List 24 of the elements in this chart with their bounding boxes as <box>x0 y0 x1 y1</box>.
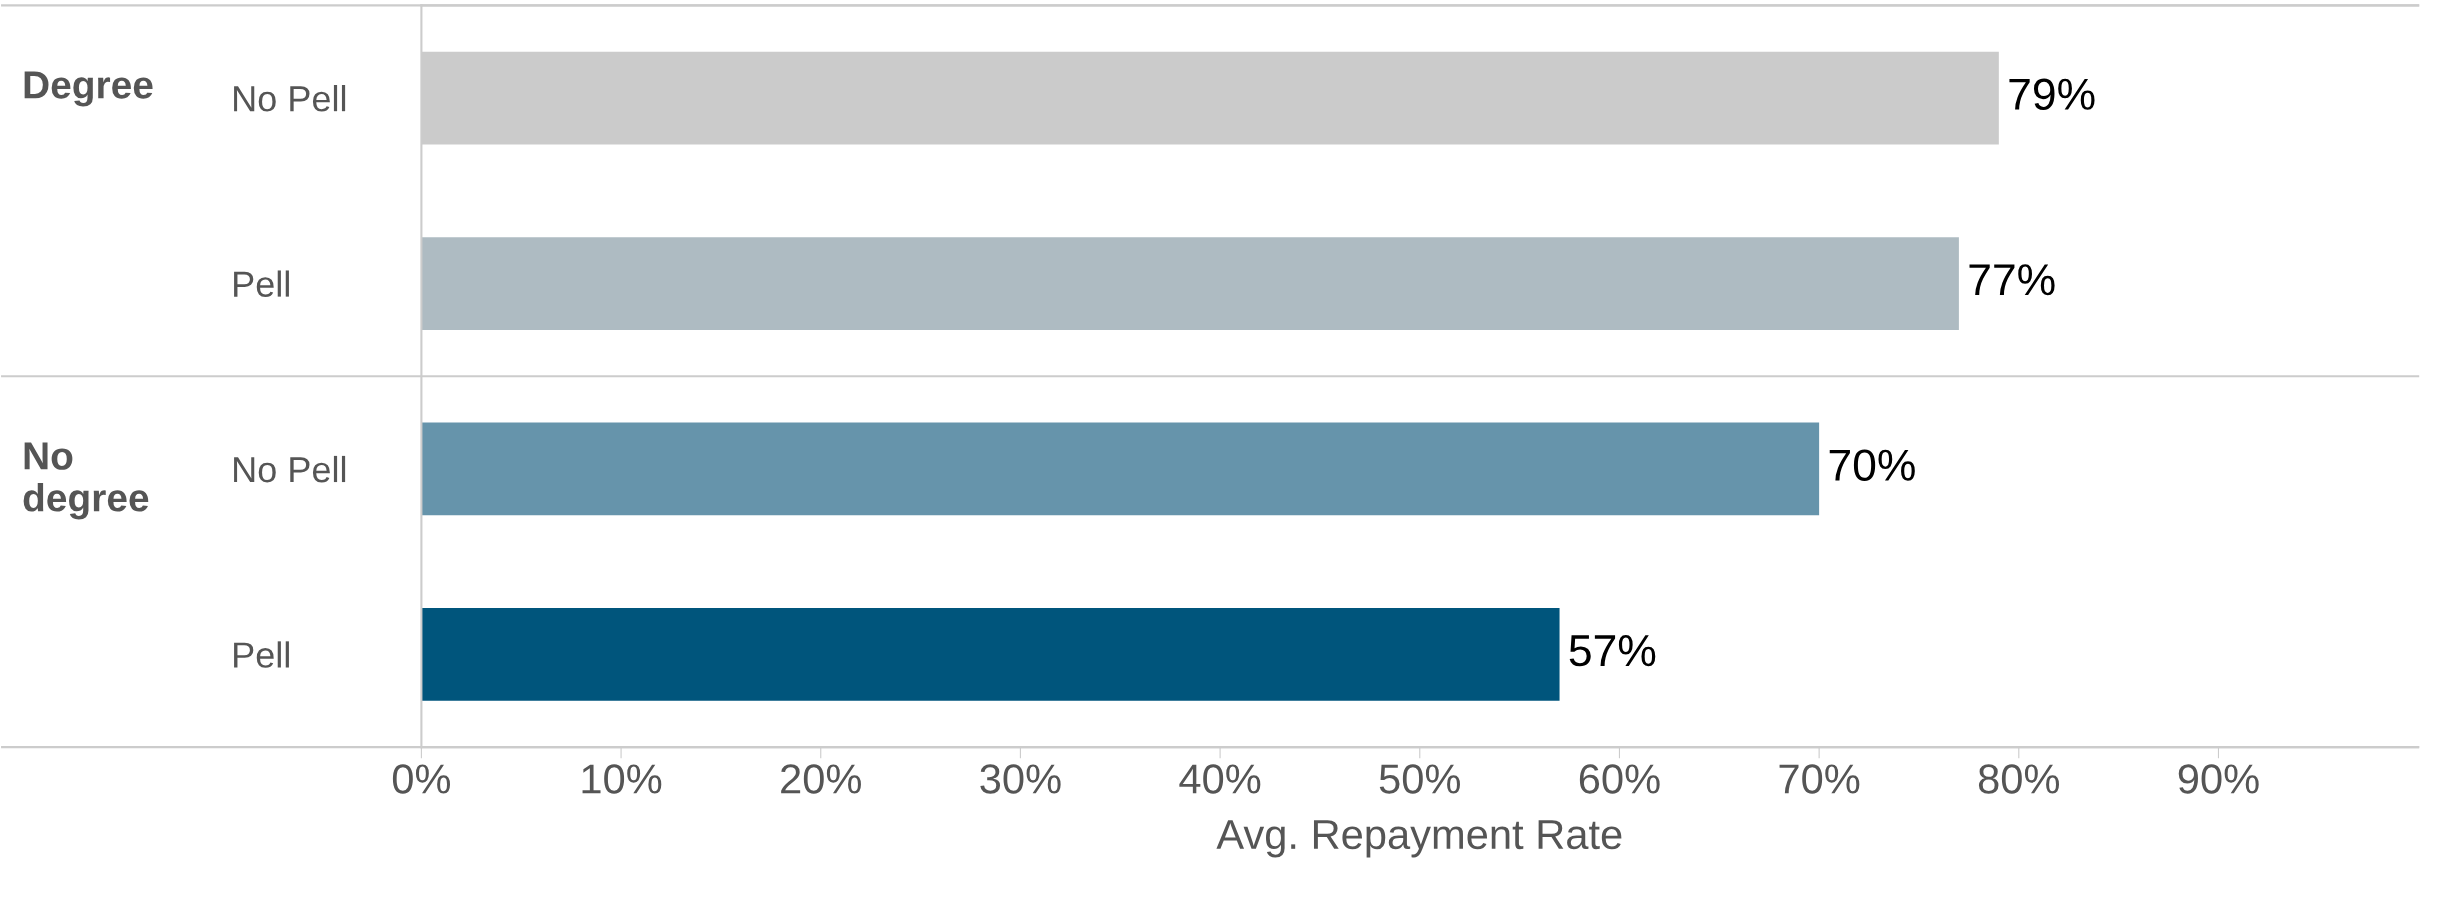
text: No degree <box>23 442 149 520</box>
x-tick-label: 70% <box>1779 764 1860 794</box>
y-tick-label: No Pell <box>234 455 346 483</box>
x-tick-label: 60% <box>1579 764 1660 794</box>
y-tick-label: Pell <box>234 270 289 297</box>
x-tick-label: 10% <box>582 764 662 794</box>
bar <box>421 608 1560 701</box>
x-tick-label: 20% <box>781 764 861 794</box>
x-axis-title: Avg. Repayment Rate <box>1216 820 1622 858</box>
data-label: 70% <box>1829 449 1915 481</box>
data-label: 79% <box>2009 78 2095 111</box>
x-tick-label: 40% <box>1179 764 1261 794</box>
y-tick-label: Pell <box>234 641 289 668</box>
y-tick-label: No Pell <box>234 85 346 112</box>
text: Degree <box>24 71 153 107</box>
x-tick-label: 50% <box>1379 764 1460 794</box>
data-label: 77% <box>1969 264 2055 296</box>
x-tick-label: 30% <box>980 764 1061 794</box>
x-tick-label: 80% <box>1978 764 2060 794</box>
data-label: 57% <box>1569 635 1656 667</box>
x-tick-label: 0% <box>392 764 451 794</box>
bar <box>421 422 1820 516</box>
x-tick-label: 90% <box>2178 764 2259 794</box>
bar <box>421 237 1959 330</box>
